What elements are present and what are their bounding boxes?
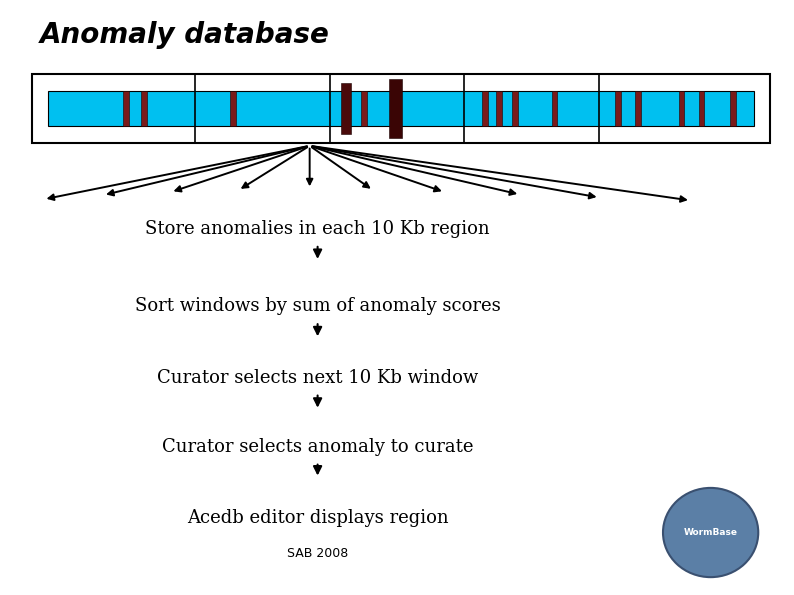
Bar xyxy=(730,91,736,126)
Text: Curator selects next 10 Kb window: Curator selects next 10 Kb window xyxy=(157,369,478,387)
Bar xyxy=(361,91,367,126)
Bar xyxy=(32,74,770,143)
Text: Sort windows by sum of anomaly scores: Sort windows by sum of anomaly scores xyxy=(135,298,500,315)
Bar xyxy=(552,91,557,126)
Text: WormBase: WormBase xyxy=(684,528,738,537)
Text: Anomaly database: Anomaly database xyxy=(40,21,330,49)
Bar xyxy=(389,79,402,138)
Bar xyxy=(341,83,351,134)
Bar xyxy=(615,91,621,126)
Bar xyxy=(496,91,502,126)
Text: Store anomalies in each 10 Kb region: Store anomalies in each 10 Kb region xyxy=(145,220,490,238)
Text: Acedb editor displays region: Acedb editor displays region xyxy=(187,509,449,527)
Bar xyxy=(482,91,488,126)
Bar xyxy=(230,91,236,126)
Bar xyxy=(635,91,641,126)
Ellipse shape xyxy=(663,488,758,577)
Bar xyxy=(699,91,704,126)
Bar xyxy=(512,91,518,126)
Text: Curator selects anomaly to curate: Curator selects anomaly to curate xyxy=(162,439,473,456)
Bar xyxy=(48,91,754,126)
Bar xyxy=(141,91,147,126)
Bar xyxy=(123,91,129,126)
Bar xyxy=(679,91,684,126)
Text: SAB 2008: SAB 2008 xyxy=(287,547,349,560)
